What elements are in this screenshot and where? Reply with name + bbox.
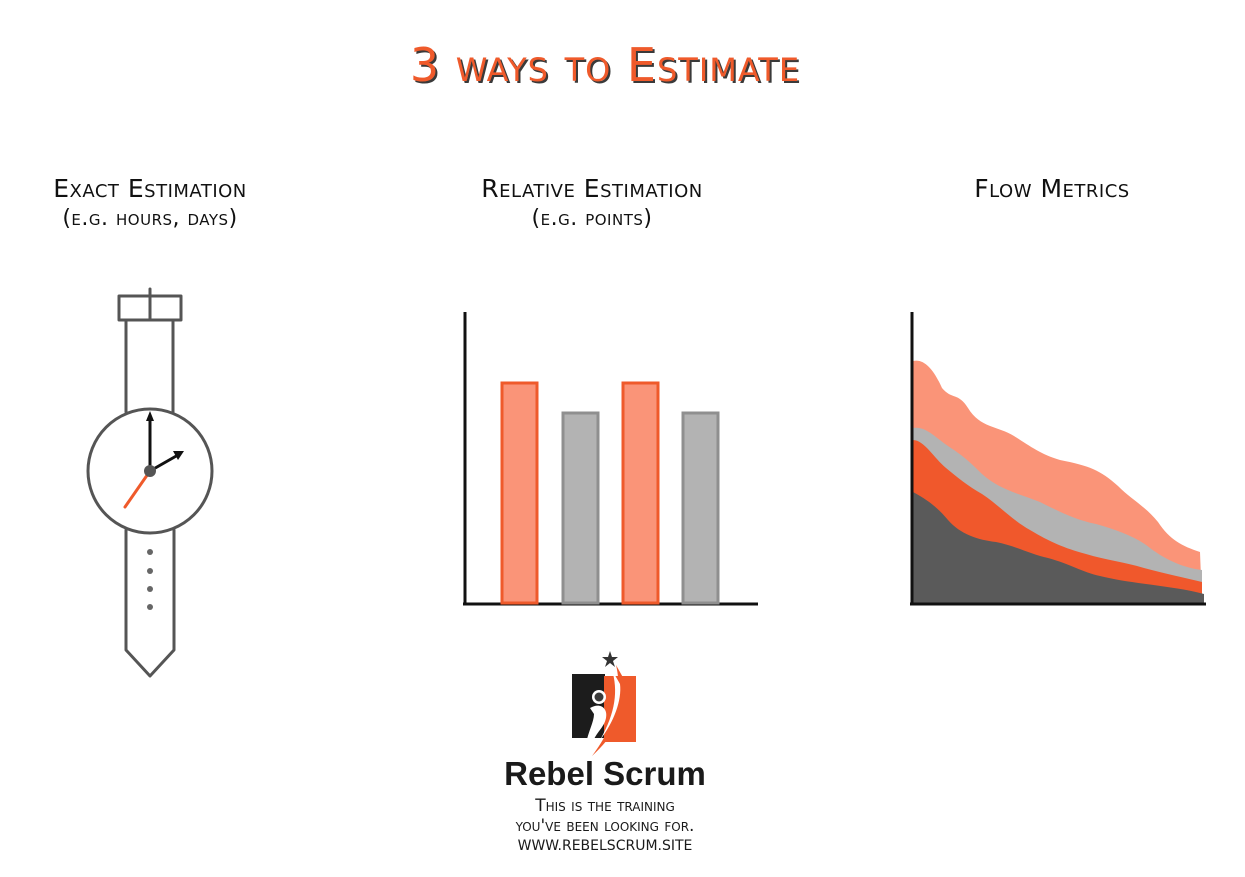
rebel-scrum-figure-icon xyxy=(572,651,636,756)
heading-exact-estimation: Exact Estimation (e.g. hours, days) xyxy=(0,174,300,234)
logo-name: Rebel Scrum xyxy=(504,755,706,792)
logo-url: WWW.REBELSCRUM.SITE xyxy=(517,838,693,854)
heading-exact-estimation-title: Exact Estimation xyxy=(53,174,247,203)
cumulative-flow-icon xyxy=(910,312,1206,606)
watch-upper-strap xyxy=(124,318,175,414)
watch-strap-holes xyxy=(147,549,153,610)
heading-exact-estimation-subtitle: (e.g. hours, days) xyxy=(62,206,238,231)
bar-chart-icon xyxy=(463,312,758,606)
heading-relative-estimation: Relative Estimation (e.g. points) xyxy=(442,174,742,234)
bar-4 xyxy=(681,411,720,605)
flow-band-dark xyxy=(913,492,1204,604)
watch-minute-hand-tip xyxy=(146,411,154,421)
heading-relative-estimation-subtitle: (e.g. points) xyxy=(531,206,653,231)
page-title: 3 ways to Estimate xyxy=(409,38,801,92)
logo-tagline-line-2: you've been looking for. xyxy=(515,816,695,836)
watch-hour-hand-tip xyxy=(173,451,184,460)
watch-center-pin xyxy=(144,465,156,477)
watch-hands xyxy=(123,411,184,509)
heading-flow-metrics-title: Flow Metrics xyxy=(974,174,1130,203)
watch-second-hand xyxy=(123,469,152,509)
watch-lower-strap xyxy=(124,528,176,678)
logo-star-icon xyxy=(602,651,618,667)
wristwatch-icon xyxy=(86,287,214,678)
bar-3 xyxy=(621,381,660,605)
logo-tagline-line-1: This is the training xyxy=(535,796,675,816)
heading-relative-estimation-title: Relative Estimation xyxy=(481,174,703,203)
bar-2 xyxy=(561,411,600,605)
bar-1 xyxy=(500,381,539,605)
heading-flow-metrics: Flow Metrics xyxy=(902,174,1202,204)
logo-figure-body xyxy=(586,705,607,744)
logo-flame xyxy=(592,665,630,756)
